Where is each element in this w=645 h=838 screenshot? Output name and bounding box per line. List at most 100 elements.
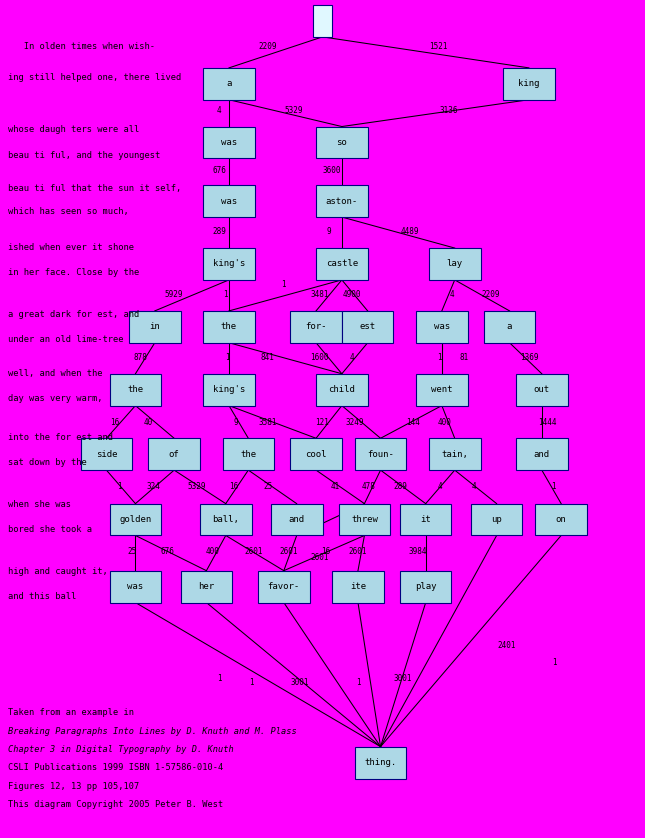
Text: threw: threw — [351, 515, 378, 524]
Text: well, and when the: well, and when the — [8, 370, 103, 378]
Text: it: it — [421, 515, 431, 524]
Bar — [271, 504, 322, 535]
Bar — [316, 127, 368, 158]
Text: the: the — [240, 450, 257, 458]
Text: in her face. Close by the: in her face. Close by the — [8, 268, 139, 277]
Text: king: king — [518, 80, 540, 88]
Bar — [203, 68, 255, 100]
Text: 878: 878 — [134, 354, 148, 362]
Bar — [129, 311, 181, 343]
Bar — [516, 438, 568, 470]
Text: her: her — [199, 582, 214, 591]
Text: king's: king's — [213, 260, 245, 268]
Text: 3600: 3600 — [323, 166, 341, 174]
Text: 144: 144 — [406, 418, 420, 427]
Text: favor-: favor- — [268, 582, 300, 591]
Text: up: up — [491, 515, 502, 524]
Text: Breaking Paragraphs Into Lines by D. Knuth and M. Plass: Breaking Paragraphs Into Lines by D. Knu… — [8, 727, 297, 736]
Text: 676: 676 — [161, 547, 175, 556]
Text: 1521: 1521 — [430, 42, 448, 50]
Text: 1: 1 — [281, 281, 286, 289]
Text: day was very warm,: day was very warm, — [8, 394, 103, 402]
Text: 1444: 1444 — [538, 418, 556, 427]
Text: king's: king's — [213, 385, 245, 394]
Text: play: play — [415, 582, 437, 591]
Text: 1: 1 — [552, 658, 557, 666]
Text: 2601: 2601 — [244, 547, 263, 556]
Text: cool: cool — [305, 450, 327, 458]
Text: and this ball: and this ball — [8, 592, 76, 601]
Bar — [332, 571, 384, 603]
Text: est: est — [360, 323, 375, 331]
Text: 16: 16 — [110, 418, 119, 427]
Text: foun-: foun- — [367, 450, 394, 458]
Bar — [316, 248, 368, 280]
Text: 9: 9 — [233, 418, 238, 427]
Text: child: child — [328, 385, 355, 394]
Text: when she was: when she was — [8, 500, 71, 509]
Text: 3249: 3249 — [346, 418, 364, 427]
Bar — [258, 571, 310, 603]
Text: Chapter 3 in Digital Typography by D. Knuth: Chapter 3 in Digital Typography by D. Kn… — [8, 745, 233, 754]
Text: 121: 121 — [315, 418, 330, 427]
Text: castle: castle — [326, 260, 358, 268]
Text: was: was — [434, 323, 450, 331]
Text: 5929: 5929 — [165, 291, 183, 299]
Text: CSLI Publications 1999 ISBN 1-57586-010-4: CSLI Publications 1999 ISBN 1-57586-010-… — [8, 763, 223, 773]
Text: a: a — [226, 80, 232, 88]
Text: which has seen so much,: which has seen so much, — [8, 207, 128, 215]
Text: 2209: 2209 — [481, 291, 499, 299]
Bar — [429, 438, 481, 470]
Text: 81: 81 — [460, 354, 469, 362]
Text: 4: 4 — [449, 291, 454, 299]
Text: side: side — [95, 450, 117, 458]
Text: was: was — [127, 582, 143, 591]
Text: 2601: 2601 — [349, 547, 367, 556]
Text: out: out — [533, 385, 550, 394]
Bar — [400, 571, 451, 603]
Text: 676: 676 — [212, 166, 226, 174]
Bar — [316, 374, 368, 406]
Text: 1: 1 — [355, 679, 361, 687]
Bar — [400, 504, 451, 535]
Text: of: of — [169, 450, 179, 458]
Text: 841: 841 — [261, 354, 275, 362]
Text: tain,: tain, — [441, 450, 468, 458]
Text: ite: ite — [350, 582, 366, 591]
Text: 478: 478 — [362, 482, 376, 490]
Text: 3001: 3001 — [291, 679, 309, 687]
Bar — [200, 504, 252, 535]
Text: and: and — [288, 515, 304, 524]
Text: bored she took a: bored she took a — [8, 525, 92, 534]
Bar — [203, 311, 255, 343]
Bar — [110, 571, 161, 603]
Text: 289: 289 — [393, 482, 407, 490]
Text: the: the — [221, 323, 237, 331]
Bar — [203, 127, 255, 158]
Text: 25: 25 — [263, 482, 272, 490]
Text: 1369: 1369 — [520, 354, 538, 362]
Text: whose daugh ters were all: whose daugh ters were all — [8, 126, 139, 134]
Text: so: so — [337, 138, 347, 147]
Text: 324: 324 — [146, 482, 161, 490]
Text: 2401: 2401 — [497, 641, 515, 649]
Text: 4: 4 — [437, 482, 442, 490]
Text: 1: 1 — [224, 354, 230, 362]
Text: 289: 289 — [212, 227, 226, 235]
Text: 9: 9 — [326, 227, 332, 235]
Text: under an old lime-tree: under an old lime-tree — [8, 335, 123, 344]
Text: ished when ever it shone: ished when ever it shone — [8, 243, 134, 251]
Text: was: was — [221, 138, 237, 147]
Text: 40: 40 — [144, 418, 153, 427]
Text: 41: 41 — [331, 482, 340, 490]
Bar — [429, 248, 481, 280]
Text: In olden times when wish-: In olden times when wish- — [8, 42, 155, 50]
Text: 1: 1 — [437, 354, 442, 362]
Bar — [290, 311, 342, 343]
Text: 4489: 4489 — [401, 227, 419, 235]
Bar — [484, 311, 535, 343]
Text: 1: 1 — [249, 679, 254, 687]
Text: thing.: thing. — [364, 758, 397, 767]
Bar — [516, 374, 568, 406]
Text: 1: 1 — [551, 482, 556, 490]
